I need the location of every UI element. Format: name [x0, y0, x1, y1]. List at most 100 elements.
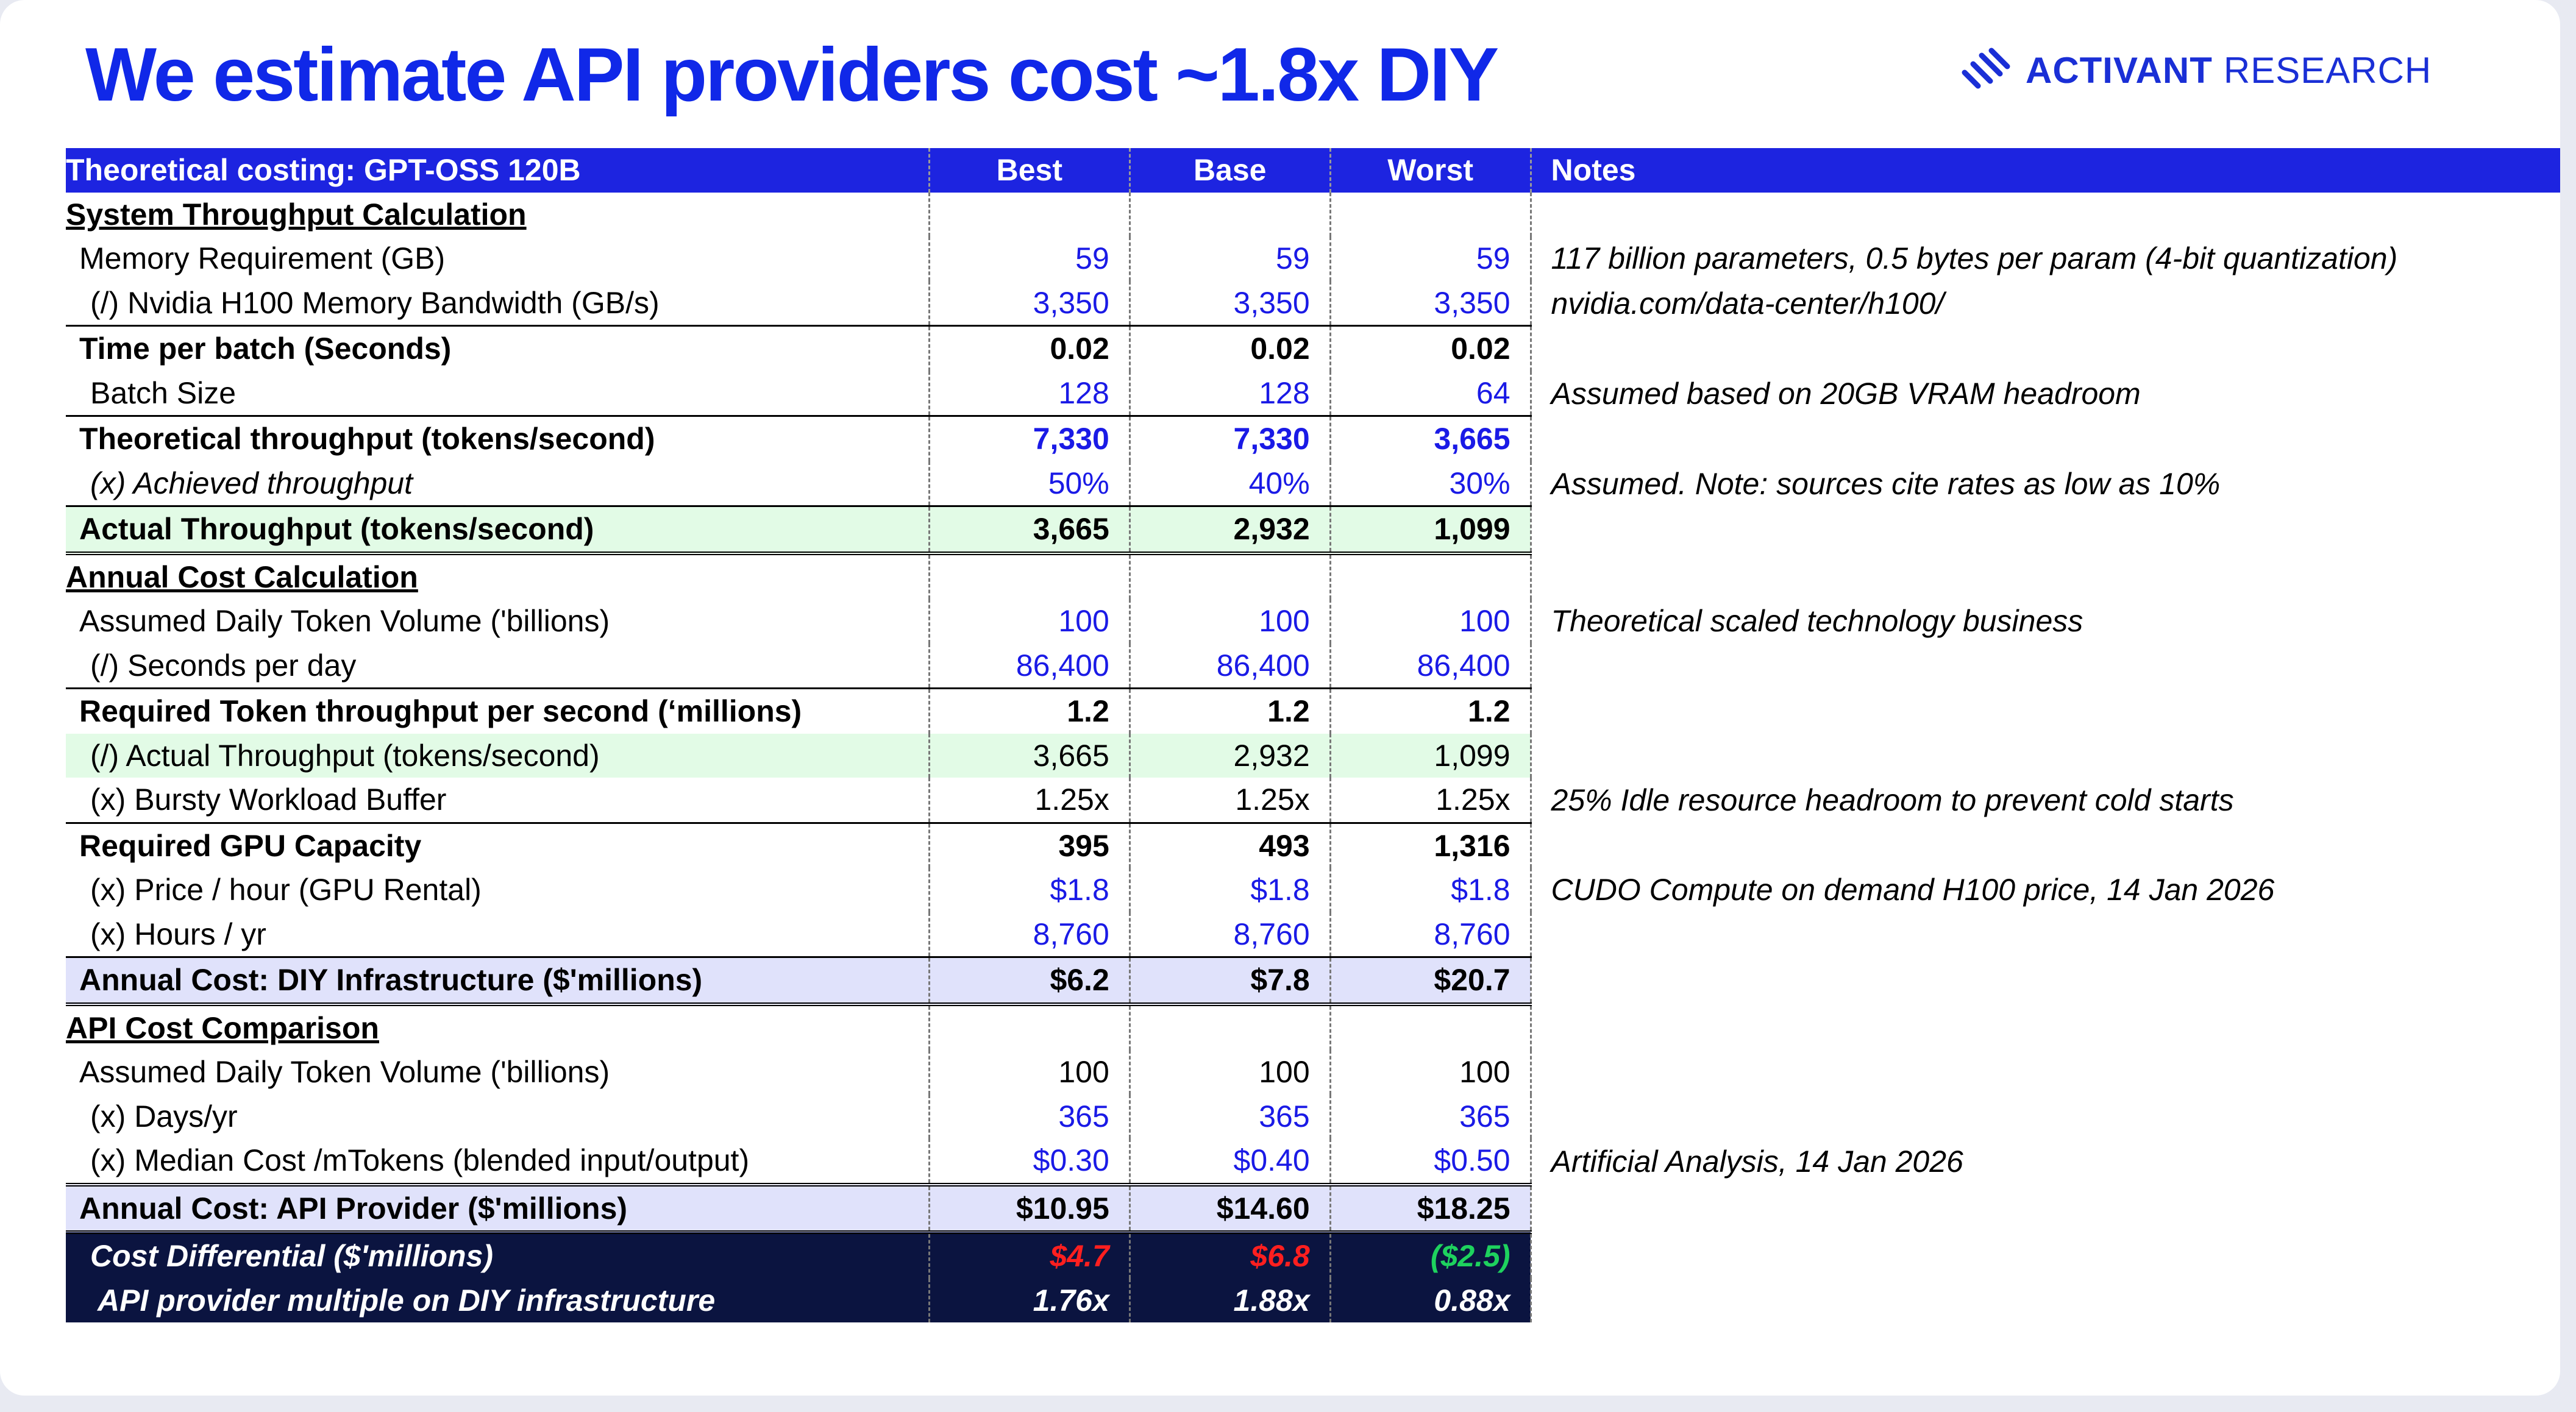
cell-best: $6.2 [928, 956, 1130, 1004]
cell-best: 1.2 [928, 687, 1130, 734]
row-label: Memory Requirement (GB) [79, 241, 446, 276]
row-label: Time per batch (Seconds) [66, 325, 930, 371]
cell-note: Assumed based on 20GB VRAM headroom [1529, 371, 2560, 416]
row-label: (x) Hours / yr [90, 917, 266, 951]
header-costing: Theoretical costing: GPT-OSS 120B [66, 148, 930, 193]
cell-best: 8,760 [928, 912, 1130, 957]
cell-worst: 3,665 [1329, 415, 1531, 461]
cell-worst: 30% [1329, 461, 1531, 506]
cell-note: nvidia.com/data-center/h100/ [1529, 280, 2560, 326]
row-label: Required Token throughput per second (‘m… [66, 687, 930, 734]
table-row: Batch Size 128 128 64 Assumed based on 2… [66, 371, 2560, 416]
cell-base: 7,330 [1128, 415, 1331, 461]
page-title: We estimate API providers cost ~1.8x DIY [85, 33, 1499, 117]
cell-base: 59 [1128, 236, 1331, 281]
cell-note [1529, 1094, 2560, 1138]
row-label: (x) Median Cost /mTokens (blended input/… [90, 1143, 750, 1178]
brand-logo: ACTIVANT RESEARCH [1960, 46, 2432, 94]
cell-base: 1.25x [1128, 778, 1331, 823]
cell-best: 100 [928, 599, 1130, 644]
cell-note [1529, 325, 2560, 371]
table-row: Assumed Daily Token Volume ('billions) 1… [66, 599, 2560, 644]
cell-base: 3,350 [1128, 280, 1331, 326]
cell-note: Assumed. Note: sources cite rates as low… [1529, 461, 2560, 506]
cell-best: $0.30 [928, 1138, 1130, 1185]
cell-best: 59 [928, 236, 1130, 281]
table-row: Time per batch (Seconds) 0.02 0.02 0.02 [66, 325, 2560, 371]
cell-best: 365 [928, 1094, 1130, 1138]
table-row: Cost Differential ($'millions) $4.7 $6.8… [66, 1230, 2560, 1279]
row-label: (/) Seconds per day [90, 648, 357, 683]
table-row: Annual Cost: API Provider ($'millions) $… [66, 1182, 2560, 1232]
cell-note [1529, 912, 2560, 957]
row-label: Assumed Daily Token Volume ('billions) [79, 1055, 610, 1090]
section-title-annual: Annual Cost Calculation [66, 551, 930, 599]
table-row: (x) Hours / yr 8,760 8,760 8,760 [66, 912, 2560, 957]
cell-base: 1.88x [1128, 1278, 1331, 1322]
cell-base: $6.8 [1128, 1230, 1331, 1279]
table-row: Actual Throughput (tokens/second) 3,665 … [66, 505, 2560, 553]
logo-brand-bold: ACTIVANT [2026, 49, 2213, 91]
row-label: (x) Achieved throughput [90, 466, 413, 500]
table-row: (x) Achieved throughput 50% 40% 30% Assu… [66, 461, 2560, 506]
cell-base: 8,760 [1128, 912, 1331, 957]
cell-base: 365 [1128, 1094, 1331, 1138]
row-label: Annual Cost: DIY Infrastructure ($'milli… [66, 956, 930, 1004]
costing-table: Theoretical costing: GPT-OSS 120B Best B… [66, 148, 2560, 1322]
table-row: (/) Nvidia H100 Memory Bandwidth (GB/s) … [66, 280, 2560, 326]
cell-base: $7.8 [1128, 956, 1331, 1004]
cell-worst: ($2.5) [1329, 1230, 1531, 1279]
cell-best: 3,665 [928, 733, 1130, 778]
row-label: (x) Price / hour (GPU Rental) [90, 873, 482, 907]
cell-note [1529, 1232, 2560, 1279]
cell-note [1529, 1050, 2560, 1094]
section-row: Annual Cost Calculation [66, 551, 2560, 599]
cell-note [1529, 506, 2560, 553]
cell-best: 395 [928, 821, 1130, 868]
cell-best: 100 [928, 1050, 1130, 1094]
header-best: Best [928, 148, 1130, 193]
cell-worst: 100 [1329, 599, 1531, 644]
section-title-throughput: System Throughput Calculation [66, 197, 527, 232]
cell-worst: 86,400 [1329, 643, 1531, 689]
cell-worst: 1.2 [1329, 687, 1531, 734]
cell-base: 40% [1128, 461, 1331, 506]
cell-worst: 1,099 [1329, 505, 1531, 553]
section-row: API Cost Comparison [66, 1002, 2560, 1050]
cell-base: 2,932 [1128, 733, 1331, 778]
cell-worst: $0.50 [1329, 1138, 1531, 1185]
row-label: Cost Differential ($'millions) [66, 1230, 930, 1279]
cell-note: Theoretical scaled technology business [1529, 599, 2560, 644]
cell-note [1529, 688, 2560, 734]
row-label: Required GPU Capacity [66, 821, 930, 868]
cell-note [1529, 823, 2560, 868]
table-row: Memory Requirement (GB) 59 59 59 117 bil… [66, 236, 2560, 281]
cell-best: 1.25x [928, 778, 1130, 823]
table-row: Annual Cost: DIY Infrastructure ($'milli… [66, 956, 2560, 1004]
cell-best: $1.8 [928, 868, 1130, 912]
logo-brand-light: RESEARCH [2223, 49, 2432, 91]
table-row: Required Token throughput per second (‘m… [66, 687, 2560, 734]
table-row: (x) Days/yr 365 365 365 [66, 1094, 2560, 1138]
cell-note [1529, 957, 2560, 1004]
cell-base: 1.2 [1128, 687, 1331, 734]
cell-base: 128 [1128, 371, 1331, 416]
cell-worst: 3,350 [1329, 280, 1531, 326]
cell-base: 86,400 [1128, 643, 1331, 689]
cell-note: 25% Idle resource headroom to prevent co… [1529, 778, 2560, 823]
cell-best: 50% [928, 461, 1130, 506]
cell-note [1529, 643, 2560, 689]
table-row: (/) Seconds per day 86,400 86,400 86,400 [66, 643, 2560, 689]
cell-best: 1.76x [928, 1278, 1130, 1322]
cell-worst: 64 [1329, 371, 1531, 416]
table-row: Theoretical throughput (tokens/second) 7… [66, 415, 2560, 461]
row-label: Assumed Daily Token Volume ('billions) [79, 604, 610, 639]
cell-base: 100 [1128, 599, 1331, 644]
cell-best: 3,350 [928, 280, 1130, 326]
header-base: Base [1128, 148, 1331, 193]
cell-best: $4.7 [928, 1230, 1130, 1279]
cell-best: 7,330 [928, 415, 1130, 461]
cell-worst: 0.88x [1329, 1278, 1531, 1322]
cell-worst: 1,099 [1329, 733, 1531, 778]
cell-best: 0.02 [928, 325, 1130, 371]
